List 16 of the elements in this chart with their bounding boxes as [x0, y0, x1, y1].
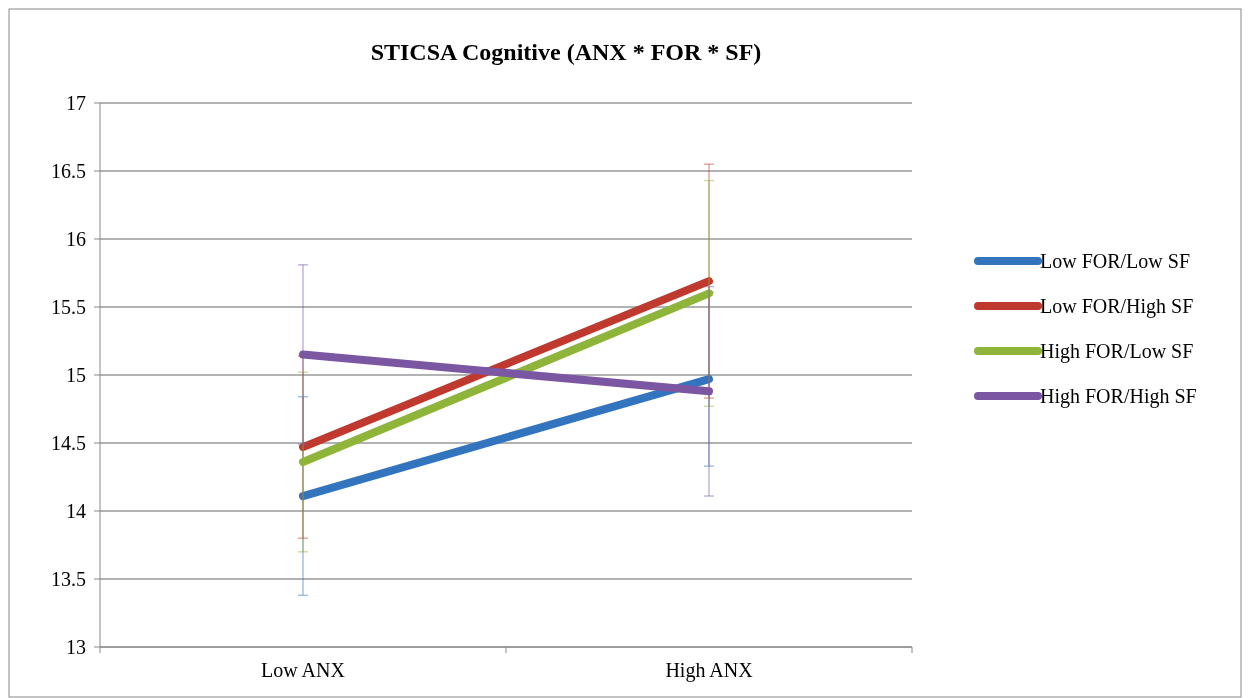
y-tick-label: 17	[66, 92, 86, 114]
y-tick-label: 16	[66, 228, 86, 250]
x-tick-label: Low ANX	[261, 659, 346, 681]
y-tick-label: 13	[66, 636, 86, 658]
y-tick-label: 15.5	[51, 296, 86, 318]
y-tick-label: 14	[66, 500, 86, 522]
chart-title: STICSA Cognitive (ANX * FOR * SF)	[370, 39, 762, 65]
legend-label: High FOR/Low SF	[1040, 340, 1194, 363]
y-tick-label: 16.5	[51, 160, 86, 182]
legend-label: High FOR/High SF	[1040, 385, 1197, 408]
legend-label: Low FOR/Low SF	[1040, 250, 1191, 272]
x-tick-label: High ANX	[665, 659, 754, 682]
y-tick-label: 13.5	[51, 568, 86, 590]
y-tick-label: 14.5	[51, 432, 86, 454]
y-tick-label: 15	[66, 364, 86, 386]
legend-label: Low FOR/High SF	[1040, 295, 1194, 318]
